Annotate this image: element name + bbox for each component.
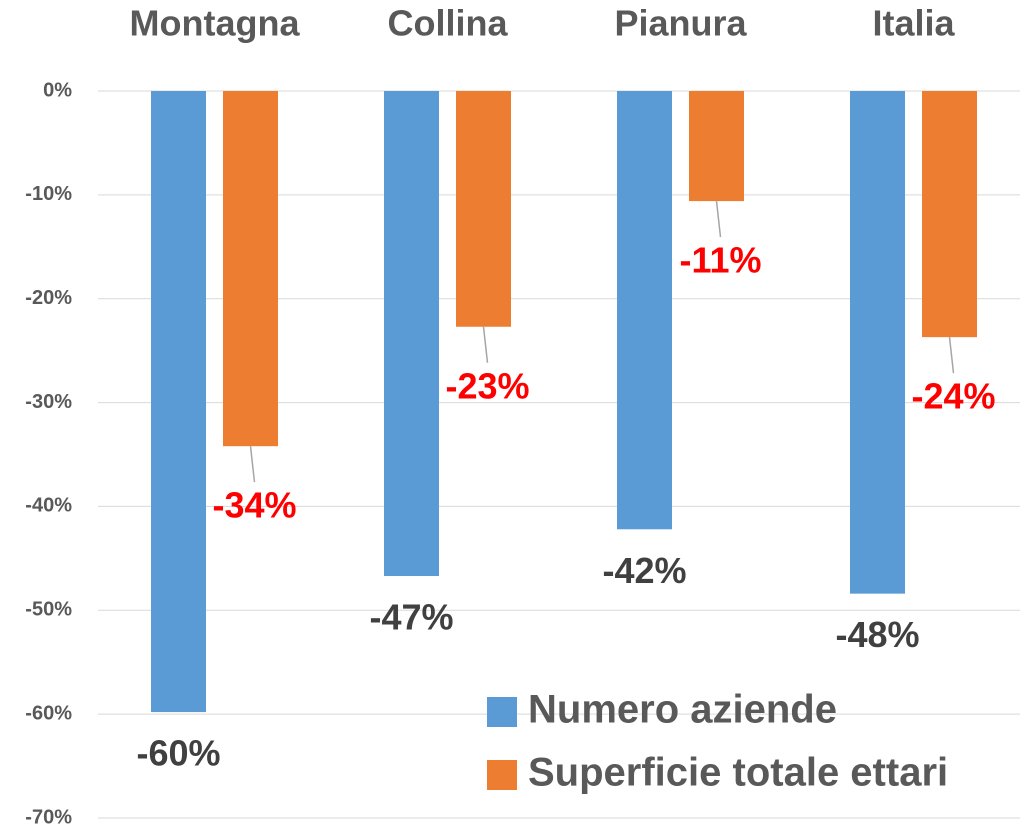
- value-label: -60%: [136, 733, 220, 774]
- leader-line: [482, 326, 489, 363]
- bar: [223, 91, 278, 447]
- value-label: -48%: [835, 614, 919, 655]
- category-label: Montagna: [130, 3, 301, 44]
- bar: [617, 91, 672, 530]
- bar: [689, 91, 744, 202]
- bar: [151, 91, 206, 713]
- leader-line: [249, 446, 256, 483]
- leader-line: [715, 201, 722, 238]
- bar: [850, 91, 905, 594]
- value-label: -42%: [602, 550, 686, 591]
- value-label: -23%: [445, 365, 529, 406]
- y-tick-label: -10%: [25, 183, 72, 205]
- legend-label: Numero aziende: [528, 688, 837, 732]
- y-tick-label: -30%: [25, 391, 72, 413]
- category-label: Collina: [387, 3, 508, 44]
- y-tick-label: -20%: [25, 287, 72, 309]
- category-label: Pianura: [614, 3, 747, 44]
- legend-label: Superficie totale ettari: [528, 751, 948, 795]
- bar: [456, 91, 511, 327]
- bar: [384, 91, 439, 577]
- y-tick-label: -40%: [25, 495, 72, 517]
- bar: [922, 91, 977, 338]
- category-label: Italia: [872, 3, 955, 44]
- value-label: -47%: [369, 597, 453, 638]
- value-label: -34%: [212, 485, 296, 526]
- legend-swatch: [487, 697, 517, 727]
- leader-line: [948, 337, 955, 374]
- y-tick-label: 0%: [43, 79, 72, 101]
- y-tick-label: -70%: [25, 806, 72, 828]
- y-tick-label: -50%: [25, 599, 72, 621]
- value-label: -11%: [679, 240, 761, 281]
- legend-swatch: [487, 760, 517, 790]
- y-tick-label: -60%: [25, 702, 72, 724]
- value-label: -24%: [911, 376, 995, 417]
